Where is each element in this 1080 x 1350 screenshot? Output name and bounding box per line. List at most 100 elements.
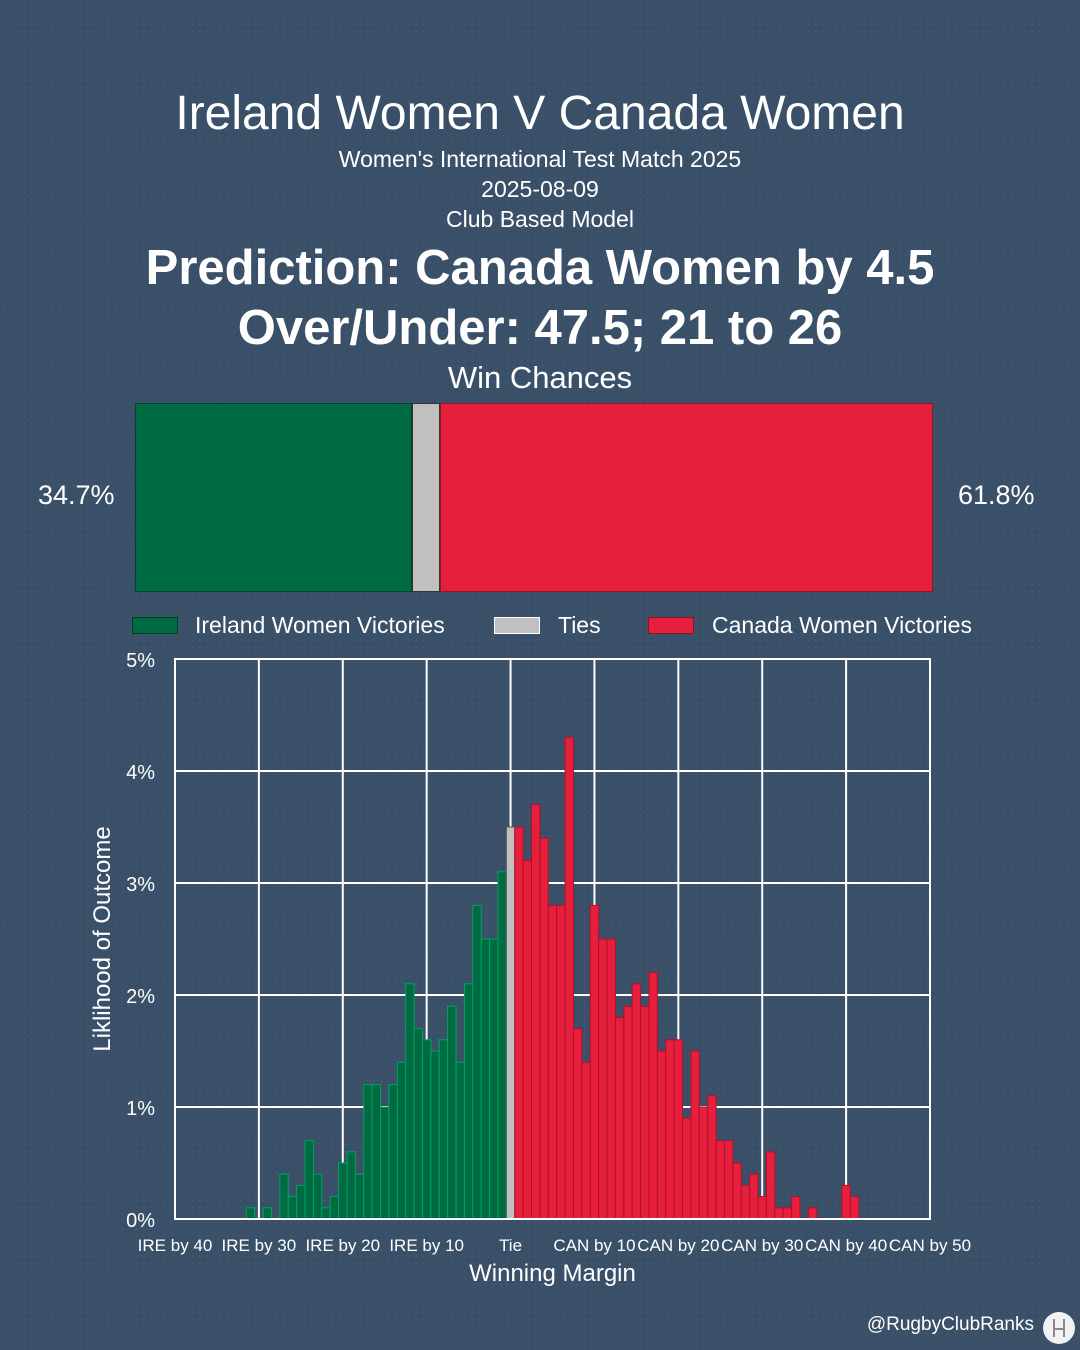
histogram-bar (287, 1196, 298, 1220)
legend: Ireland Women Victories Ties Canada Wome… (0, 612, 1080, 642)
plot-frame (174, 658, 931, 1220)
win-chances-heading: Win Chances (447, 360, 633, 395)
histogram-bar (749, 1173, 759, 1220)
histogram-bar (782, 1207, 793, 1220)
x-tick-label: CAN by 30 (721, 1236, 803, 1255)
chart-title: Ireland Women V Canada Women (175, 87, 905, 140)
histogram-bar (581, 1061, 591, 1220)
histogram-bar (598, 938, 608, 1220)
histogram-bar (447, 1005, 457, 1220)
histogram-bar (539, 837, 549, 1220)
histogram-bar (656, 1050, 667, 1220)
y-tick-label: 2% (126, 986, 155, 1008)
y-tick-label: 3% (126, 874, 155, 896)
histogram-bar (396, 1061, 407, 1220)
x-tick-label: CAN by 50 (889, 1236, 971, 1255)
winning-margin-histogram: 0% 1% 2% 3% 4% 5% IRE by 40 IRE by 30 IRE by 20 I… (89, 650, 971, 1287)
histogram-bar (606, 938, 616, 1220)
histogram-bar (296, 1184, 306, 1220)
histogram-bar (463, 983, 474, 1220)
histogram-bar (354, 1173, 365, 1220)
histogram-bar (740, 1184, 751, 1220)
x-tick-label: Tie (499, 1236, 522, 1255)
x-tick-label: IRE by 30 (222, 1236, 297, 1255)
histogram-bar (673, 1039, 684, 1220)
win-bar-away-segment (439, 403, 933, 592)
histogram-bar (690, 1050, 700, 1220)
histogram-bar (791, 1196, 801, 1220)
histogram-bar (723, 1140, 734, 1220)
y-tick-label: 5% (126, 650, 155, 672)
brand-logo-icon (1043, 1312, 1075, 1344)
histogram-bar (279, 1173, 289, 1220)
histogram-bar (715, 1140, 725, 1220)
histogram-bar (338, 1162, 348, 1220)
histogram-bar (438, 1039, 449, 1220)
histogram-bar (455, 1061, 465, 1220)
histogram-bar (421, 1039, 432, 1220)
over-under-text: Over/Under: 47.5; 21 to 26 (237, 301, 843, 355)
legend-swatch-tie (494, 617, 540, 634)
win-chances-bar (135, 403, 933, 592)
histogram-bar (849, 1196, 860, 1220)
histogram-bar (640, 1005, 650, 1220)
y-axis-label: Liklihood of Outcome (89, 826, 116, 1051)
histogram-bar (489, 938, 499, 1220)
histogram-bar (564, 736, 574, 1220)
histogram-bar (346, 1151, 356, 1220)
histogram-bar (682, 1117, 692, 1220)
prediction-text: Prediction: Canada Women by 4.5 (145, 241, 935, 295)
histogram-bar (765, 1151, 776, 1220)
histogram-bar (547, 904, 558, 1220)
histogram-bar (774, 1207, 784, 1220)
histogram-bar (321, 1207, 331, 1220)
histogram-bar (371, 1084, 382, 1220)
histogram-bar (388, 1084, 398, 1220)
histogram-bar (380, 1106, 390, 1220)
histogram-bar (648, 972, 658, 1220)
away-win-percentage: 61.8% (958, 480, 1035, 510)
histogram-bar (589, 904, 600, 1220)
histogram-bar (405, 983, 415, 1220)
histogram-bar (698, 1106, 709, 1220)
histogram-bar (531, 804, 541, 1220)
legend-label-tie: Ties (558, 612, 601, 638)
x-tick-label: IRE by 20 (305, 1236, 380, 1255)
x-tick-label: CAN by 20 (637, 1236, 719, 1255)
legend-label-away: Canada Women Victories (712, 612, 972, 638)
histogram-bar (757, 1196, 767, 1220)
win-bar-tie-segment (411, 403, 440, 592)
y-tick-label: 0% (126, 1210, 155, 1232)
histogram-bar (505, 826, 516, 1220)
histogram-bar (614, 1016, 625, 1220)
credit-handle: @RugbyClubRanks (866, 1314, 1034, 1335)
histogram-bar (363, 1084, 373, 1220)
histogram-bar (665, 1039, 675, 1220)
histogram-bar (430, 1050, 440, 1220)
histogram-bar (497, 871, 507, 1220)
histogram-bar (312, 1173, 323, 1220)
histogram-bar (413, 1028, 423, 1220)
y-tick-label: 4% (126, 762, 155, 784)
histogram-bar (329, 1196, 340, 1220)
histogram-bar (807, 1207, 818, 1220)
histogram-bar (522, 860, 533, 1220)
histogram-bar (707, 1095, 717, 1220)
match-date: 2025-08-09 (481, 176, 599, 202)
histogram-bar (514, 826, 524, 1220)
win-bar-home-segment (135, 403, 412, 592)
x-tick-label: CAN by 40 (805, 1236, 887, 1255)
histogram-bar (304, 1140, 314, 1220)
home-win-percentage: 34.7% (38, 480, 115, 510)
histogram-bar (480, 938, 491, 1220)
x-tick-label: IRE by 40 (138, 1236, 213, 1255)
histogram-bar (732, 1162, 742, 1220)
histogram-bar (623, 1005, 633, 1220)
y-tick-label: 1% (126, 1098, 155, 1120)
legend-swatch-home (132, 617, 178, 634)
x-axis-label: Winning Margin (469, 1260, 636, 1287)
histogram-bar (841, 1184, 851, 1220)
histogram-bar (572, 1028, 583, 1220)
x-tick-label: IRE by 10 (389, 1236, 464, 1255)
x-tick-label: CAN by 10 (553, 1236, 635, 1255)
